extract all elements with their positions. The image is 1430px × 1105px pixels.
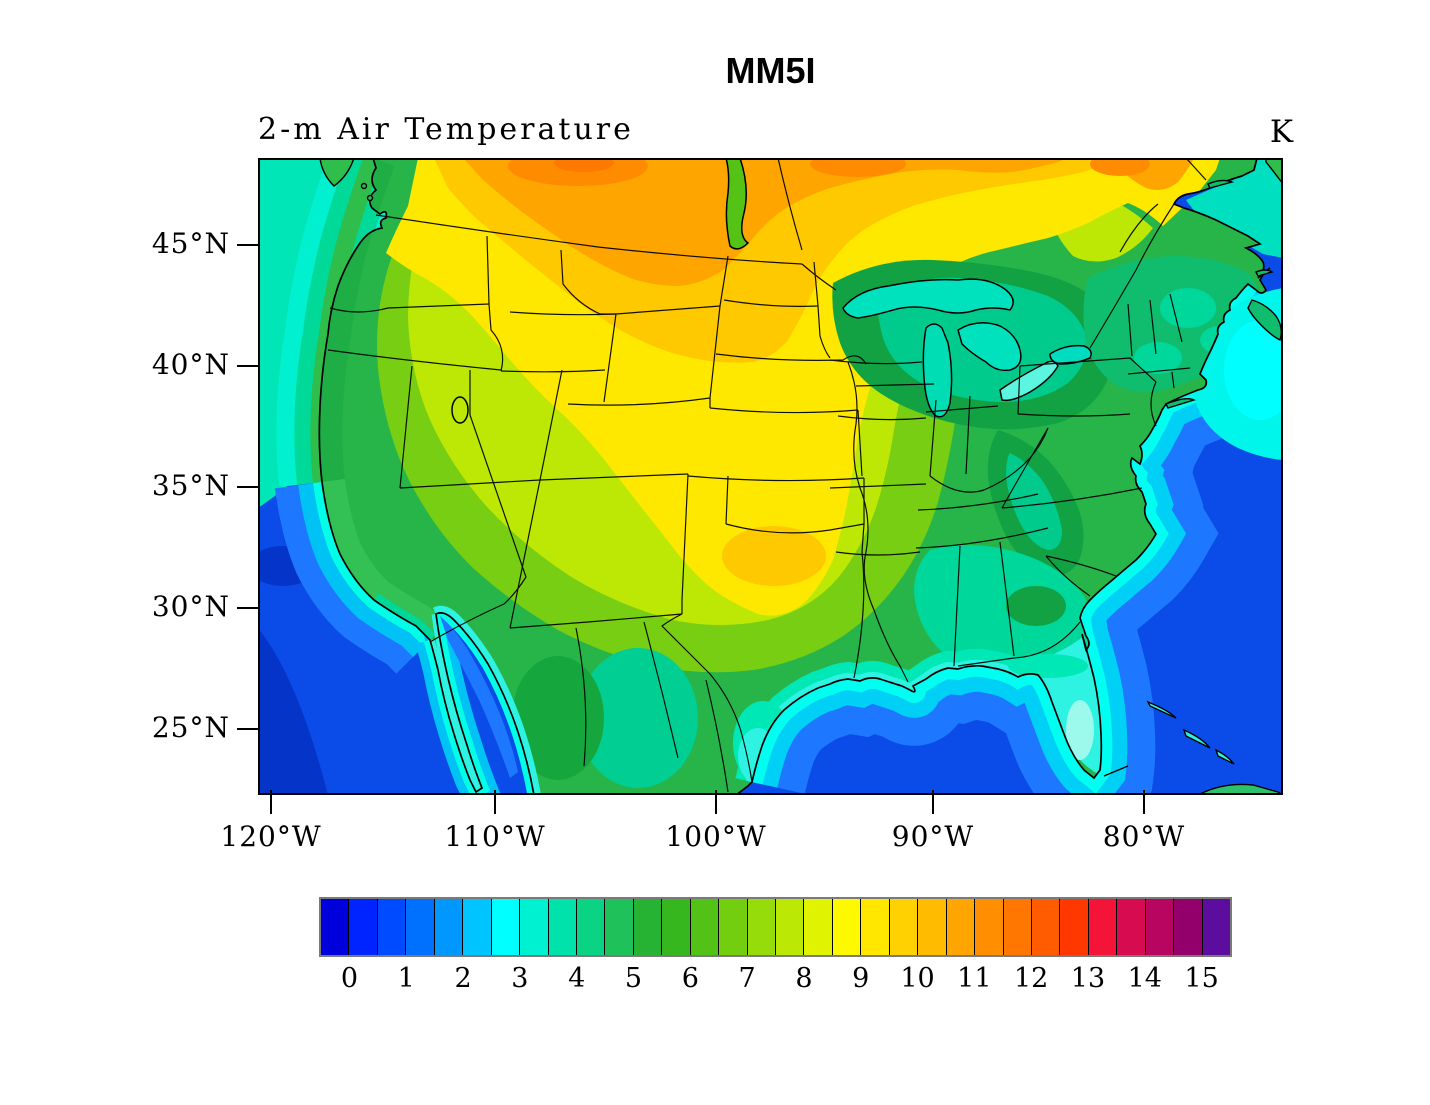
y-axis-tick bbox=[237, 365, 258, 367]
y-tick-label: 45°N bbox=[151, 227, 230, 260]
colorbar-tick-label: 8 bbox=[795, 963, 813, 994]
plot-frame bbox=[258, 158, 1283, 795]
colorbar-cell bbox=[376, 899, 406, 955]
colorbar-cell bbox=[1116, 899, 1145, 955]
colorbar-cell bbox=[1087, 899, 1117, 955]
colorbar-cell bbox=[917, 899, 946, 955]
colorbar-cell bbox=[348, 899, 377, 955]
colorbar-tick-label: 5 bbox=[624, 963, 643, 994]
x-tick-label: 100°W bbox=[665, 820, 767, 853]
x-axis-tick bbox=[715, 790, 717, 814]
colorbar-cell bbox=[519, 899, 548, 955]
x-axis-tick bbox=[932, 790, 934, 814]
colorbar-cell bbox=[433, 899, 463, 955]
colorbar-cell bbox=[746, 899, 775, 955]
colorbar-tick-label: 2 bbox=[454, 963, 472, 994]
y-tick-label: 30°N bbox=[151, 590, 230, 623]
colorbar-cell bbox=[945, 899, 975, 955]
x-axis-tick bbox=[494, 790, 496, 814]
y-tick-label: 40°N bbox=[151, 348, 230, 381]
x-axis-tick bbox=[270, 790, 272, 814]
colorbar-tick-label: 0 bbox=[340, 963, 358, 994]
colorbar-tick-label: 12 bbox=[1013, 963, 1049, 994]
colorbar-cell bbox=[1059, 899, 1088, 955]
x-axis-tick bbox=[1143, 790, 1145, 814]
plot-title: MM5I bbox=[725, 50, 816, 91]
units-label: K bbox=[1269, 114, 1293, 150]
colorbar-cell bbox=[718, 899, 747, 955]
y-axis-tick bbox=[237, 486, 258, 488]
colorbar-tick-label: 1 bbox=[397, 963, 415, 994]
colorbar-tick-label: 15 bbox=[1184, 963, 1219, 994]
colorbar-tick-label: 9 bbox=[852, 963, 870, 994]
y-axis-tick bbox=[237, 244, 258, 246]
colorbar-cell bbox=[775, 899, 804, 955]
colorbar-cell bbox=[1201, 899, 1230, 955]
y-axis-tick bbox=[237, 607, 258, 609]
colorbar-tick-label: 3 bbox=[511, 963, 529, 994]
colorbar-tick-label: 14 bbox=[1127, 963, 1162, 994]
colorbar-cell bbox=[1173, 899, 1202, 955]
temperature-contour-map bbox=[258, 157, 1286, 796]
colorbar-cell bbox=[405, 899, 434, 955]
x-tick-label: 90°W bbox=[891, 820, 975, 853]
colorbar-tick-label: 4 bbox=[568, 963, 586, 994]
colorbar-cell bbox=[462, 899, 491, 955]
colorbar bbox=[319, 897, 1232, 957]
colorbar-tick-label: 6 bbox=[681, 963, 699, 994]
colorbar-cell bbox=[661, 899, 690, 955]
colorbar-cell bbox=[632, 899, 662, 955]
y-tick-label: 35°N bbox=[151, 469, 230, 502]
colorbar-cell bbox=[604, 899, 633, 955]
colorbar-cell bbox=[831, 899, 861, 955]
colorbar-cell bbox=[1144, 899, 1174, 955]
colorbar-cell bbox=[1002, 899, 1031, 955]
x-tick-label: 120°W bbox=[220, 820, 322, 853]
colorbar-cell bbox=[860, 899, 889, 955]
colorbar-cell bbox=[888, 899, 918, 955]
x-tick-label: 110°W bbox=[444, 820, 546, 853]
map-canvas bbox=[258, 157, 1286, 796]
colorbar-tick-label: 7 bbox=[738, 963, 756, 994]
y-tick-label: 25°N bbox=[151, 711, 230, 744]
colorbar-tick-label: 13 bbox=[1070, 963, 1106, 994]
colorbar-cell bbox=[575, 899, 605, 955]
colorbar-cell bbox=[689, 899, 719, 955]
x-tick-label: 80°W bbox=[1102, 820, 1186, 853]
colorbar-cell bbox=[803, 899, 832, 955]
colorbar-tick-label: 11 bbox=[957, 963, 992, 994]
colorbar-cell bbox=[974, 899, 1003, 955]
y-axis-tick bbox=[237, 728, 258, 730]
colorbar-tick-label: 10 bbox=[900, 963, 935, 994]
colorbar-cell bbox=[1030, 899, 1060, 955]
plot-subtitle: 2-m Air Temperature bbox=[258, 112, 634, 147]
colorbar-cell bbox=[547, 899, 576, 955]
colorbar-cell bbox=[490, 899, 520, 955]
colorbar-cell bbox=[321, 899, 349, 955]
state-boundaries bbox=[327, 157, 1207, 793]
